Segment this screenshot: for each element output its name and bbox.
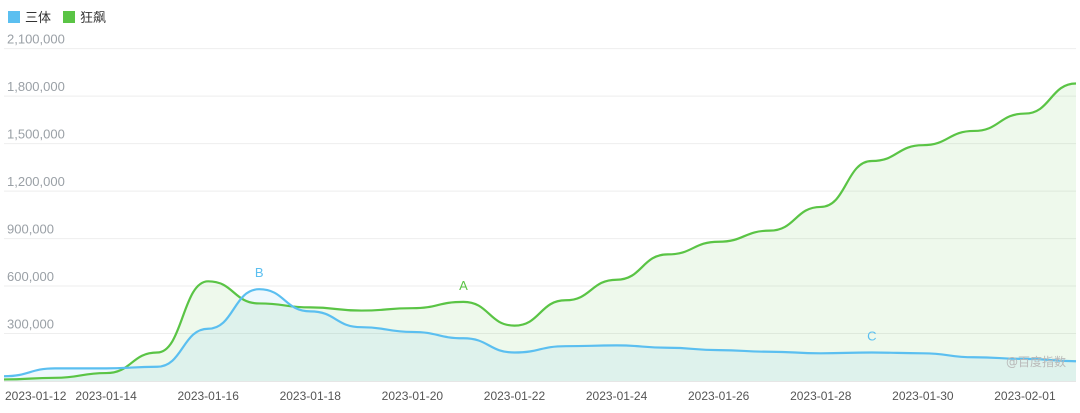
x-tick-label: 2023-01-20 (382, 389, 444, 403)
annotation-label: A (459, 278, 468, 293)
series-line-santi (3, 288, 1077, 378)
y-tick-label: 900,000 (7, 222, 54, 237)
x-tick-label: 2023-01-14 (75, 389, 137, 403)
legend-label-kuangbiao: 狂飙 (80, 11, 107, 26)
annotation-label: C (867, 329, 876, 344)
legend-swatch-santi (8, 10, 20, 23)
x-tick-label: 2023-01-30 (892, 389, 954, 403)
series-line-kuangbiao (3, 82, 1077, 381)
legend-item-kuangbiao[interactable]: 狂飙 (63, 7, 106, 26)
x-tick-label: 2023-02-01 (994, 389, 1056, 403)
y-tick-label: 2,100,000 (7, 32, 65, 47)
x-tick-label: 2023-01-26 (688, 389, 750, 403)
legend: 三体 狂飙 (8, 7, 106, 26)
y-tick-label: 1,800,000 (7, 79, 65, 94)
annotation-label: B (255, 265, 264, 280)
series-area-santi (4, 289, 1076, 381)
x-tick-label: 2023-01-12 (5, 389, 67, 403)
x-tick-label: 2023-01-18 (280, 389, 342, 403)
x-tick-label: 2023-01-16 (177, 389, 239, 403)
x-tick-label: 2023-01-22 (484, 389, 546, 403)
legend-label-santi: 三体 (25, 11, 52, 26)
y-tick-label: 1,500,000 (7, 127, 65, 142)
y-tick-label: 600,000 (7, 269, 54, 284)
y-tick-label: 1,200,000 (7, 174, 65, 189)
watermark: @百度指数 (1006, 354, 1066, 369)
series-area-kuangbiao (4, 83, 1076, 381)
x-tick-label: 2023-01-28 (790, 389, 852, 403)
x-tick-label: 2023-01-24 (586, 389, 648, 403)
legend-swatch-kuangbiao (63, 10, 76, 23)
y-tick-label: 300,000 (7, 317, 54, 332)
legend-item-santi[interactable]: 三体 (8, 7, 51, 26)
